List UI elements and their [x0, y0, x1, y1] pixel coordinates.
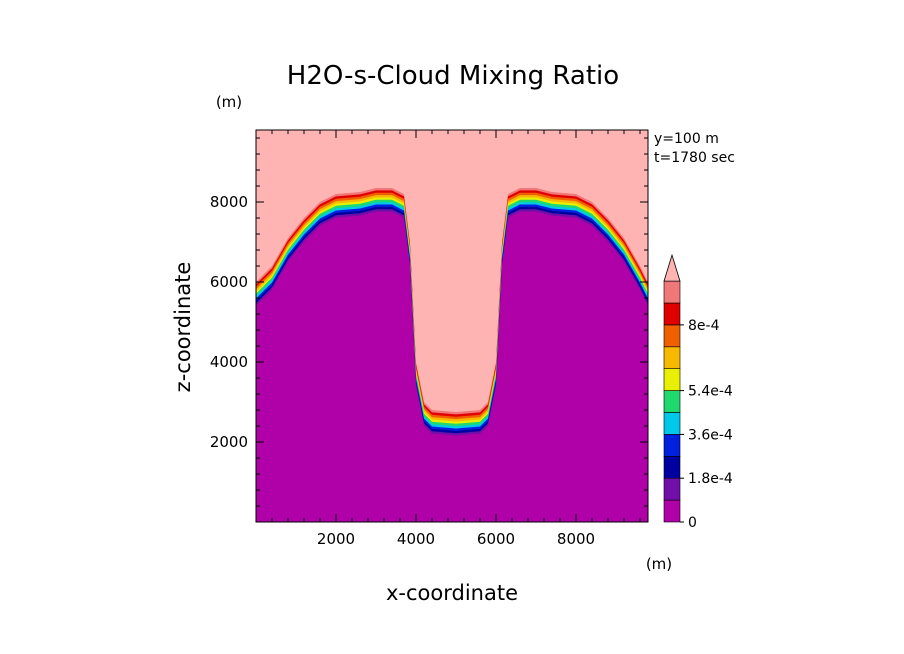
colorbar: 0 1.8e-4 3.6e-4 5.4e-4 8e-4: [663, 253, 733, 531]
x-tick-label: 4000: [397, 530, 435, 548]
colorbar-tick-label: 8e-4: [688, 318, 720, 334]
plot-area: [256, 130, 648, 522]
x-unit-label: (m): [646, 555, 672, 573]
colorbar-swatch: [663, 412, 681, 435]
y-axis-label: z-coordinate: [171, 262, 195, 393]
annotation-y: y=100 m: [654, 131, 719, 147]
x-tick-label: 8000: [557, 530, 595, 548]
colorbar-swatch: [663, 302, 681, 326]
colorbar-swatch: [663, 390, 681, 413]
colorbar-tick-label: 5.4e-4: [688, 384, 733, 400]
contour-bands: [256, 188, 648, 522]
colorbar-swatch: [663, 499, 681, 523]
colorbar-swatch: [663, 368, 681, 391]
y-tick-label: 8000: [210, 193, 248, 211]
chart-title: H2O-s-Cloud Mixing Ratio: [287, 61, 619, 91]
y-tick-label: 2000: [210, 433, 248, 451]
colorbar-swatch: [663, 346, 681, 369]
colorbar-swatch: [663, 324, 681, 348]
colorbar-swatch: [663, 455, 681, 479]
annotation-t: t=1780 sec: [654, 150, 735, 166]
y-unit-label: (m): [216, 93, 242, 111]
colorbar-extend-triangle: [663, 253, 681, 282]
contour-band-10: [256, 211, 648, 522]
colorbar-swatch: [663, 280, 681, 304]
colorbar-swatch: [663, 477, 681, 501]
colorbar-tick-label: 3.6e-4: [688, 427, 733, 443]
plot-frame: [255, 129, 649, 523]
y-tick-label: 6000: [210, 273, 248, 291]
colorbar-tick-label: 0: [688, 515, 697, 531]
x-tick-label: 6000: [477, 530, 515, 548]
x-axis-label: x-coordinate: [386, 581, 518, 605]
colorbar-tick-label: 1.8e-4: [688, 471, 733, 487]
y-tick-label: 4000: [210, 353, 248, 371]
colorbar-swatch: [663, 434, 681, 457]
axes: 2000 4000 6000 8000 2000 4000 6000 8000: [210, 129, 649, 548]
x-tick-label: 2000: [317, 530, 355, 548]
